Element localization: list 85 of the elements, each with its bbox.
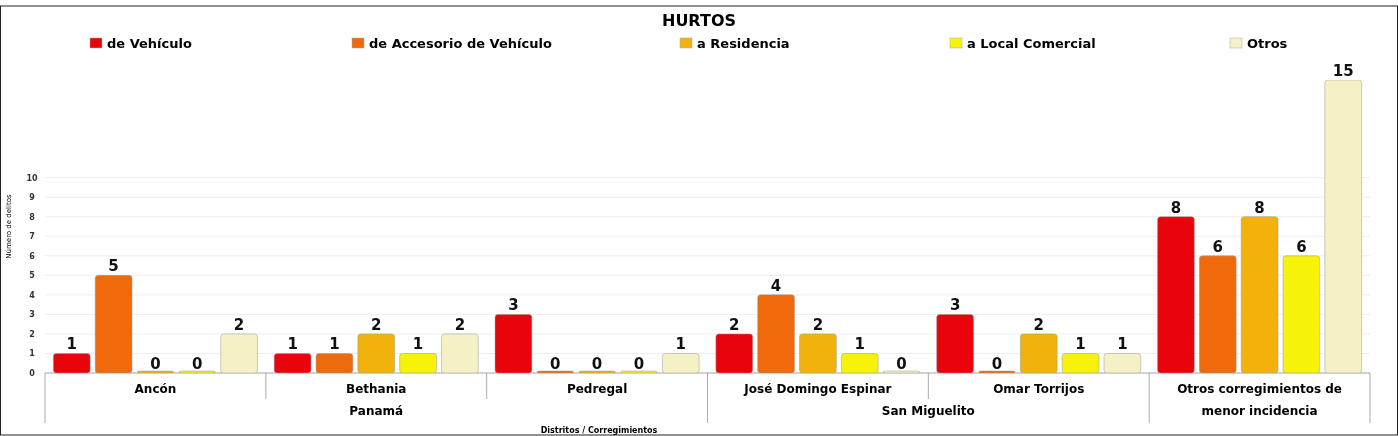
data-label: 0 [192, 355, 203, 373]
bar [978, 370, 1016, 373]
data-label: 3 [949, 296, 961, 315]
y-tick-label: 0 [29, 369, 36, 378]
y-tick-label: 1 [29, 349, 36, 359]
y-tick-label: 8 [29, 212, 36, 222]
data-label: 4 [770, 276, 782, 295]
text: San Miguelito [881, 404, 975, 418]
bar [1240, 216, 1279, 373]
bar [662, 353, 700, 373]
bar [494, 314, 533, 373]
data-label: 2 [371, 315, 382, 334]
data-label: 1 [854, 335, 865, 354]
y-tick-label: 5 [29, 271, 36, 281]
bar [1282, 255, 1321, 373]
bar [220, 333, 258, 373]
data-label: 2 [233, 315, 245, 334]
legend-label: de Vehículo [107, 36, 192, 51]
y-tick-label: 6 [29, 251, 36, 261]
data-label: 0 [896, 355, 907, 373]
data-label: 2 [1033, 315, 1044, 334]
data-label: 1 [675, 335, 686, 354]
data-label: 1 [1075, 335, 1086, 354]
x-axis-title: Distritos / Corregimientos [540, 426, 658, 435]
legend-label: a Residencia [697, 36, 790, 51]
bar [936, 314, 974, 373]
legend-label: Otros [1247, 36, 1288, 51]
y-tick-label: 7 [29, 232, 35, 242]
bar [1199, 255, 1237, 373]
data-label: 8 [1170, 198, 1182, 217]
legend-label: de Accesorio de Vehículo [369, 36, 552, 51]
x-tick-label: Ancón [134, 382, 177, 396]
y-tick-label: 9 [29, 193, 36, 203]
y-tick-label: 10 [26, 173, 38, 183]
bar [441, 333, 479, 373]
bar [1020, 333, 1058, 373]
data-label: 0 [150, 355, 161, 373]
data-label: 15 [1332, 62, 1354, 80]
chart-title: HURTOS [661, 11, 737, 30]
data-label: 1 [287, 335, 298, 354]
data-label: 2 [812, 315, 824, 334]
bar [1061, 353, 1100, 373]
x-tick-label: Bethania [346, 382, 407, 396]
legend-label: a Local Comercial [967, 36, 1096, 51]
x-tick-label: Otros corregimientos de menor incidencia [1177, 382, 1342, 418]
text: Panamá [349, 404, 404, 418]
data-label: 3 [508, 296, 519, 315]
bar [53, 353, 91, 373]
data-label: 0 [591, 355, 603, 373]
data-label: 0 [991, 355, 1003, 373]
data-label: 6 [1212, 237, 1223, 256]
x-tick-label: Pedregal [566, 382, 628, 396]
bar [315, 353, 354, 373]
bar [620, 370, 658, 373]
x-tick-label: Omar Torrijos [993, 382, 1085, 396]
data-label: 0 [633, 355, 645, 373]
bar [799, 333, 837, 373]
bar [136, 370, 175, 373]
bar [757, 294, 795, 373]
data-label: 1 [66, 335, 77, 354]
x-tick-label: José Domingo Espinar [743, 382, 892, 396]
y-tick-label: 4 [29, 290, 36, 300]
data-label: 8 [1254, 198, 1265, 217]
data-label: 1 [329, 335, 340, 354]
bar [715, 333, 753, 373]
bar [357, 333, 395, 373]
y-tick-label: 3 [29, 310, 35, 320]
data-label: 2 [454, 315, 466, 334]
bar [399, 353, 437, 373]
bar [578, 370, 616, 373]
bar [1157, 216, 1195, 373]
y-tick-label: 2 [29, 329, 35, 339]
data-label: 5 [108, 257, 119, 276]
data-label: 6 [1296, 237, 1307, 256]
bar [841, 353, 879, 373]
data-label: 0 [550, 355, 561, 373]
data-label: 1 [1117, 335, 1128, 354]
bar [1103, 353, 1142, 373]
data-label: 2 [729, 315, 740, 334]
data-label: 1 [412, 335, 424, 354]
bar [273, 353, 312, 373]
bar [178, 370, 216, 373]
bar [94, 275, 133, 373]
bar [1324, 80, 1362, 373]
bar [536, 370, 574, 373]
